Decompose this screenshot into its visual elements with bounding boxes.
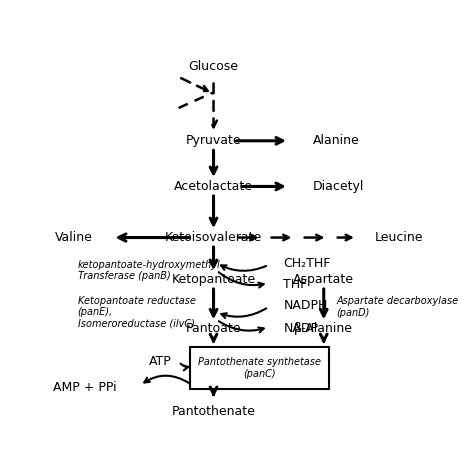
Text: Glucose: Glucose: [189, 60, 238, 73]
Text: Valine: Valine: [55, 231, 92, 244]
Bar: [190, 347, 329, 389]
Text: Pantoate: Pantoate: [186, 322, 241, 335]
Text: ketopantoate-hydroxymethyl
Transferase (panB): ketopantoate-hydroxymethyl Transferase (…: [78, 260, 220, 281]
Text: Leucine: Leucine: [375, 231, 424, 244]
Text: Ketoisovalerate: Ketoisovalerate: [165, 231, 262, 244]
Text: NADP: NADP: [283, 322, 319, 335]
Text: Pantothenate synthetase
(panC): Pantothenate synthetase (panC): [198, 357, 321, 379]
Text: Alanine: Alanine: [313, 134, 359, 147]
Text: Ketopantoate: Ketopantoate: [172, 273, 255, 286]
Text: CH₂THF: CH₂THF: [283, 256, 331, 270]
Text: Pyruvate: Pyruvate: [186, 134, 241, 147]
Text: ATP: ATP: [148, 355, 171, 368]
Text: Acetolactate: Acetolactate: [174, 180, 253, 193]
Text: THF: THF: [283, 279, 308, 292]
Text: AMP + PPi: AMP + PPi: [53, 381, 116, 394]
Text: Aspartate decarboxylase
(panD): Aspartate decarboxylase (panD): [337, 296, 459, 318]
Text: Aspartate: Aspartate: [293, 273, 354, 286]
Text: Diacetyl: Diacetyl: [313, 180, 364, 193]
Text: β-Alanine: β-Alanine: [294, 322, 353, 335]
Text: Ketopantoate reductase
(panE),
Isomeroreductase (ilvC): Ketopantoate reductase (panE), Isomerore…: [78, 296, 195, 329]
Text: Pantothenate: Pantothenate: [172, 405, 255, 419]
Text: NADPH: NADPH: [283, 299, 328, 311]
